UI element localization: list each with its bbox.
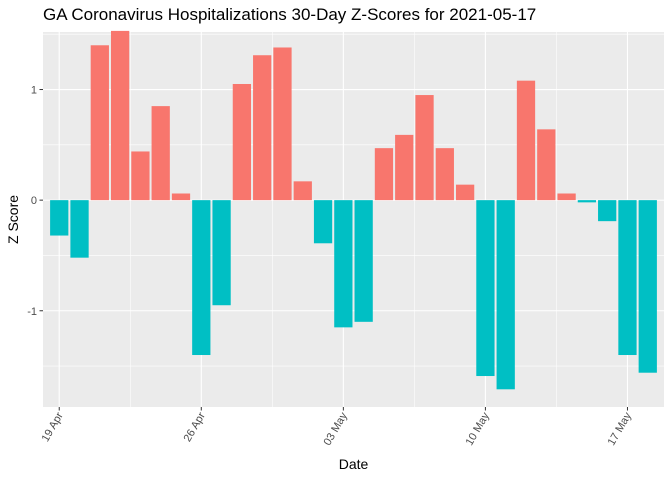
x-axis-title: Date: [339, 456, 369, 472]
bar: [171, 193, 191, 201]
bar: [354, 200, 373, 322]
bar: [415, 95, 434, 201]
bar: [110, 30, 130, 201]
bar: [50, 200, 69, 236]
y-axis-title: Z Score: [5, 195, 21, 244]
x-tick-label: 10 May: [464, 410, 493, 448]
y-tick-label: -1: [27, 306, 37, 318]
bar: [273, 47, 292, 201]
bar: [598, 200, 617, 222]
chart-title: GA Coronavirus Hospitalizations 30-Day Z…: [43, 5, 537, 24]
x-tick-label: 03 May: [322, 410, 351, 448]
x-tick-label: 26 Apr: [182, 410, 208, 444]
bar: [192, 200, 211, 356]
bar: [70, 200, 89, 258]
x-tick-label: 17 May: [606, 410, 635, 448]
bar: [395, 134, 414, 201]
bar: [131, 151, 150, 201]
bar: [151, 106, 170, 201]
bar: [496, 200, 515, 390]
bar: [90, 45, 109, 201]
y-tick-label: 1: [31, 85, 37, 97]
bar: [253, 55, 272, 201]
bar: [577, 200, 597, 203]
x-tick-label: 19 Apr: [40, 410, 66, 444]
bar: [293, 181, 312, 201]
bar: [435, 148, 454, 201]
bar: [476, 200, 495, 377]
bar: [537, 129, 556, 201]
bar: [374, 148, 394, 201]
bar: [618, 200, 637, 356]
x-axis: 19 Apr 26 Apr 03 May 10 May 17 May: [40, 407, 635, 448]
bar: [334, 200, 353, 328]
bar: [212, 200, 231, 306]
bar: [455, 184, 475, 201]
minor-gridlines: [43, 32, 664, 407]
bar: [516, 80, 536, 201]
bar: [313, 200, 333, 244]
y-tick-label: 0: [31, 195, 37, 207]
bar: [232, 83, 252, 201]
y-axis: -1 0 1: [27, 85, 43, 318]
bars: [50, 30, 657, 390]
bar: [638, 200, 657, 373]
bar: [557, 193, 576, 201]
plot-panel: [43, 32, 664, 407]
